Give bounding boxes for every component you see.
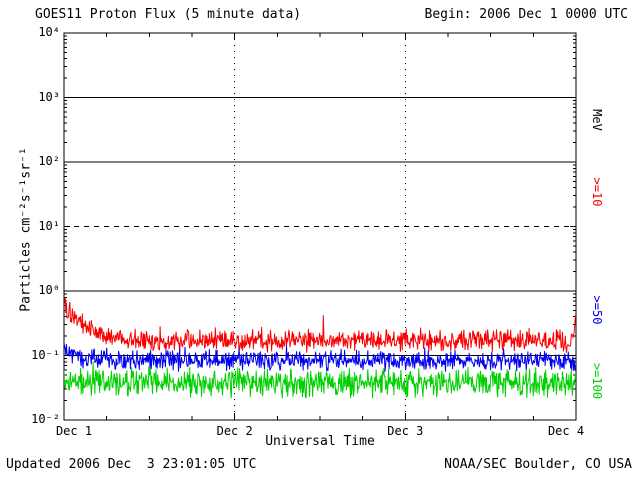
y-tick-label--1: 10⁻¹ bbox=[31, 347, 60, 362]
y-tick-label-4: 10⁴ bbox=[38, 25, 60, 39]
y-tick-label-3: 10³ bbox=[38, 89, 60, 104]
series-line-ge50 bbox=[64, 342, 576, 372]
x-tick-label-dec-3: Dec 3 bbox=[387, 424, 424, 438]
legend-label-10: >=10 bbox=[590, 177, 604, 207]
updated-timestamp: Updated 2006 Dec 3 23:01:05 UTC bbox=[6, 457, 257, 472]
source-credit: NOAA/SEC Boulder, CO USA bbox=[444, 457, 632, 472]
legend-label-100: >=100 bbox=[590, 362, 604, 400]
x-axis-label: Universal Time bbox=[265, 434, 375, 449]
y-tick-label-2: 10² bbox=[38, 154, 60, 168]
plot-frame bbox=[63, 32, 577, 421]
x-tick-label-dec-2: Dec 2 bbox=[216, 424, 253, 438]
x-tick-label-dec-4: Dec 4 bbox=[547, 424, 585, 438]
legend-label-50: >=50 bbox=[590, 295, 604, 325]
begin-timestamp: Begin: 2006 Dec 1 0000 UTC bbox=[424, 7, 629, 22]
series-line-ge100 bbox=[64, 361, 576, 399]
y-tick-label-0: 10⁰ bbox=[38, 283, 60, 297]
legend-label-mev: MeV bbox=[590, 109, 604, 131]
chart-title: GOES11 Proton Flux (5 minute data) bbox=[35, 7, 302, 22]
x-tick-label-dec-1: Dec 1 bbox=[55, 424, 93, 438]
y-tick-label--2: 10⁻² bbox=[31, 412, 60, 426]
series-line-ge10 bbox=[64, 297, 576, 354]
y-tick-label-1: 10¹ bbox=[38, 218, 60, 233]
